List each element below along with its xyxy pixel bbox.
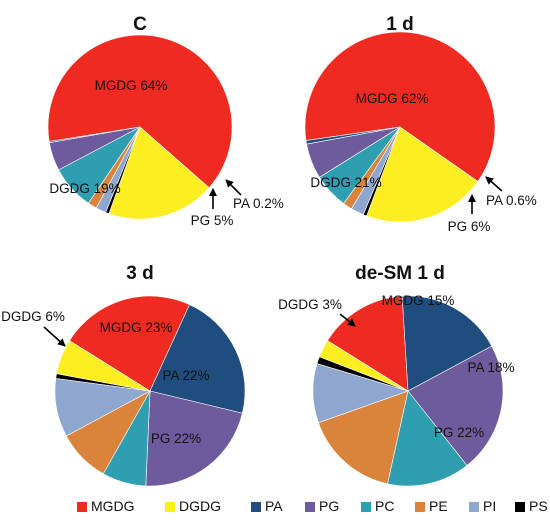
label-1d-pa: PA 0.6% <box>486 193 537 208</box>
pie-slice-pg <box>407 345 504 466</box>
pie-3d <box>54 295 246 487</box>
legend-swatch-ps <box>515 502 525 512</box>
chart-title-c: C <box>133 14 147 35</box>
pie-slice-mgdg <box>304 31 496 182</box>
arrow-c-pa <box>225 179 242 196</box>
legend-label-pa: PA <box>265 498 283 514</box>
pie-slice-mgdg <box>69 295 190 392</box>
label-desm-pa: PA 18% <box>467 360 514 375</box>
label-c-mgdg: MGDG 64% <box>95 78 168 93</box>
pie-slice-pa <box>401 295 493 392</box>
pie-slice-pa <box>305 126 401 145</box>
pie-slice-pg <box>145 390 243 487</box>
pie-c <box>47 34 233 220</box>
pie-slice-dgdg <box>366 126 479 223</box>
legend-label-ps: PS <box>529 498 548 514</box>
pie-slice-pc <box>387 390 468 487</box>
arrow-1d-pa <box>485 176 503 192</box>
legend-swatch-pg <box>305 502 315 512</box>
label-c-dgdg: DGDG 19% <box>49 181 120 196</box>
pie-slice-dgdg <box>56 340 151 392</box>
legend: MGDG DGDG PA PG PC PE PI PS <box>77 498 548 514</box>
pie-de-sm-1d <box>312 295 504 487</box>
label-desm-dgdg: DGDG 3% <box>278 297 342 312</box>
label-3d-mgdg: MGDG 23% <box>100 320 173 335</box>
legend-label-pg: PG <box>319 498 339 514</box>
arrow-3d-dgdg <box>43 326 66 347</box>
legend-swatch-pa <box>251 502 261 512</box>
label-1d-mgdg: MGDG 62% <box>356 91 429 106</box>
chart-title-de-sm-1d: de-SM 1 d <box>355 263 445 284</box>
chart-title-3d: 3 d <box>126 263 153 284</box>
label-desm-pg: PG 22% <box>434 425 484 440</box>
legend-label-mgdg: MGDG <box>91 498 135 514</box>
chart-title-1d: 1 d <box>386 14 413 35</box>
label-1d-pg: PG 6% <box>448 219 491 234</box>
legend-swatch-pc <box>361 502 371 512</box>
legend-label-dgdg: DGDG <box>179 498 221 514</box>
legend-label-pe: PE <box>429 498 448 514</box>
legend-swatch-mgdg <box>77 502 87 512</box>
pie-slice-pe <box>318 390 409 485</box>
pie-slice-dgdg <box>319 340 409 392</box>
legend-swatch-pe <box>415 502 425 512</box>
legend-label-pc: PC <box>375 498 394 514</box>
label-c-pa: PA 0.2% <box>233 196 284 211</box>
legend-swatch-pi <box>469 502 479 512</box>
arrow-desm-dgdg <box>339 313 356 327</box>
pie-slice-pa <box>48 126 141 143</box>
pie-1d <box>304 31 496 223</box>
pie-slice-dgdg <box>108 126 210 220</box>
legend-swatch-dgdg <box>165 502 175 512</box>
label-3d-dgdg: DGDG 6% <box>1 309 65 324</box>
label-c-pg: PG 5% <box>191 213 234 228</box>
label-3d-pa: PA 22% <box>162 368 209 383</box>
pie-slice-pa <box>149 304 246 414</box>
legend-label-pi: PI <box>483 498 496 514</box>
label-3d-pg: PG 22% <box>151 431 201 446</box>
label-1d-dgdg: DGDG 21% <box>310 175 381 190</box>
pie-slice-mgdg <box>47 34 233 189</box>
label-desm-mgdg: MGDG 15% <box>382 293 455 308</box>
